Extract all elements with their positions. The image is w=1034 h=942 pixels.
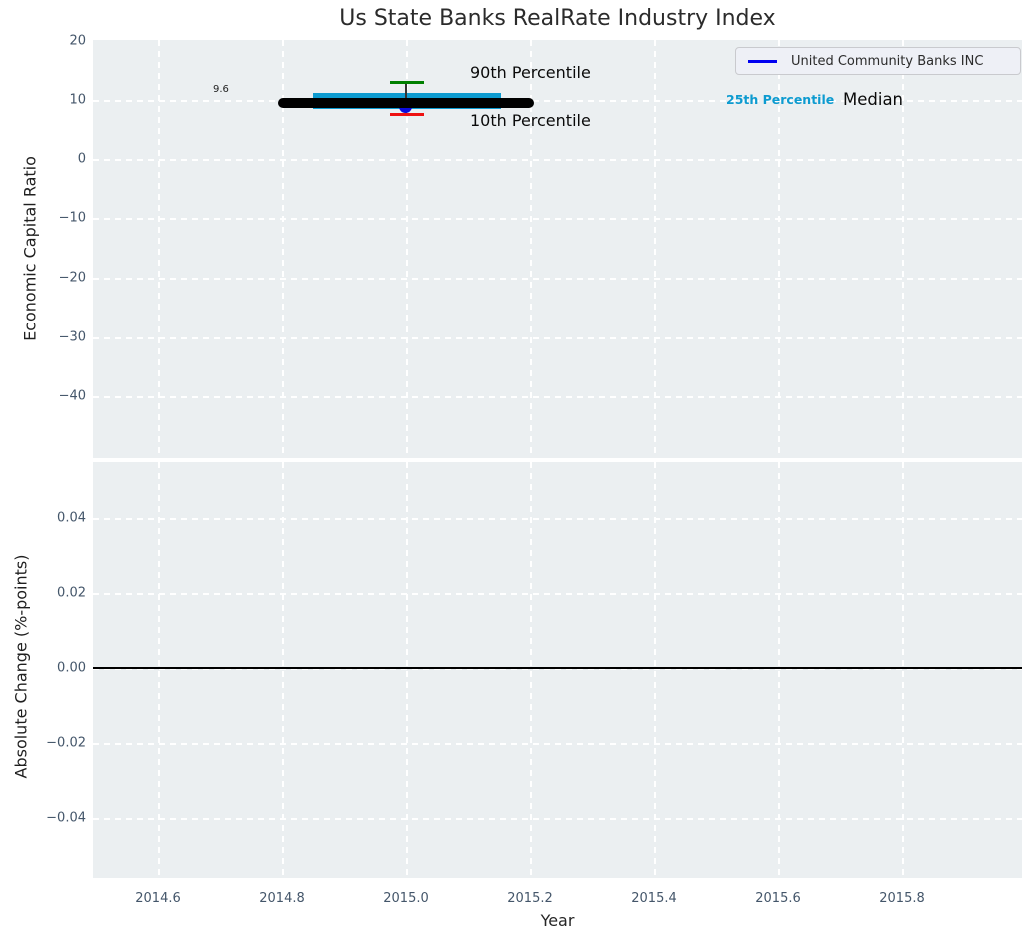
gridline-h [93, 743, 1022, 745]
top-plot-panel [93, 40, 1022, 458]
gridline-v [530, 40, 532, 458]
gridline-v [654, 40, 656, 458]
zero-reference-line [93, 667, 1022, 669]
gridline-h [93, 818, 1022, 820]
percentile-10-label: 10th Percentile [470, 111, 591, 130]
gridline-v [778, 462, 780, 878]
xtick-label: 2015.8 [879, 891, 925, 906]
gridline-h [93, 100, 1022, 102]
gridline-h [93, 159, 1022, 161]
ytick-label: −20 [58, 270, 86, 286]
ytick-label: 10 [69, 92, 86, 108]
gridline-v [530, 462, 532, 878]
gridline-v [654, 462, 656, 878]
gridline-v [902, 40, 904, 458]
percentile-25-label: 25th Percentile [726, 92, 835, 107]
ytick-label: 0 [77, 151, 86, 167]
gridline-v [406, 40, 408, 458]
gridline-v [282, 40, 284, 458]
ytick-label: −10 [58, 210, 86, 226]
median-line [278, 98, 534, 108]
gridline-h [93, 396, 1022, 398]
ytick-label: 0.00 [57, 660, 86, 676]
ytick-label: 0.02 [57, 585, 86, 601]
gridline-h [93, 518, 1022, 520]
gridline-v [158, 462, 160, 878]
ytick-label: −30 [58, 329, 86, 345]
chart-title: Us State Banks RealRate Industry Index [339, 6, 776, 31]
ytick-label: −0.04 [46, 810, 86, 826]
median-text-label: Median [843, 90, 904, 109]
ytick-label: −0.02 [46, 735, 86, 751]
ytick-label: −40 [58, 388, 86, 404]
gridline-h [93, 337, 1022, 339]
gridline-v [282, 462, 284, 878]
xtick-label: 2014.6 [135, 891, 181, 906]
gridline-h [93, 278, 1022, 280]
legend: United Community Banks INC [735, 47, 1021, 75]
gridline-v [902, 462, 904, 878]
legend-line-swatch-icon [748, 59, 777, 63]
xtick-label: 2015.0 [383, 891, 429, 906]
xtick-label: 2015.6 [755, 891, 801, 906]
top-y-axis-label: Economic Capital Ratio [20, 156, 40, 341]
bottom-y-axis-label: Absolute Change (%-points) [11, 554, 31, 779]
ytick-label: 0.04 [57, 510, 86, 526]
ytick-label: 20 [69, 33, 86, 49]
legend-entry-label: United Community Banks INC [791, 53, 984, 69]
gridline-h [93, 218, 1022, 220]
gridline-v [158, 40, 160, 458]
gridline-v [406, 462, 408, 878]
median-value-label: 9.6 [213, 84, 229, 95]
bottom-plot-panel [93, 462, 1022, 878]
percentile-10-cap [390, 113, 424, 116]
gridline-h [93, 593, 1022, 595]
xtick-label: 2014.8 [259, 891, 305, 906]
xtick-label: 2015.4 [631, 891, 677, 906]
percentile-90-label: 90th Percentile [470, 63, 591, 82]
x-axis-label: Year [540, 911, 575, 930]
xtick-label: 2015.2 [507, 891, 553, 906]
percentile-90-cap [390, 81, 424, 84]
gridline-v [778, 40, 780, 458]
